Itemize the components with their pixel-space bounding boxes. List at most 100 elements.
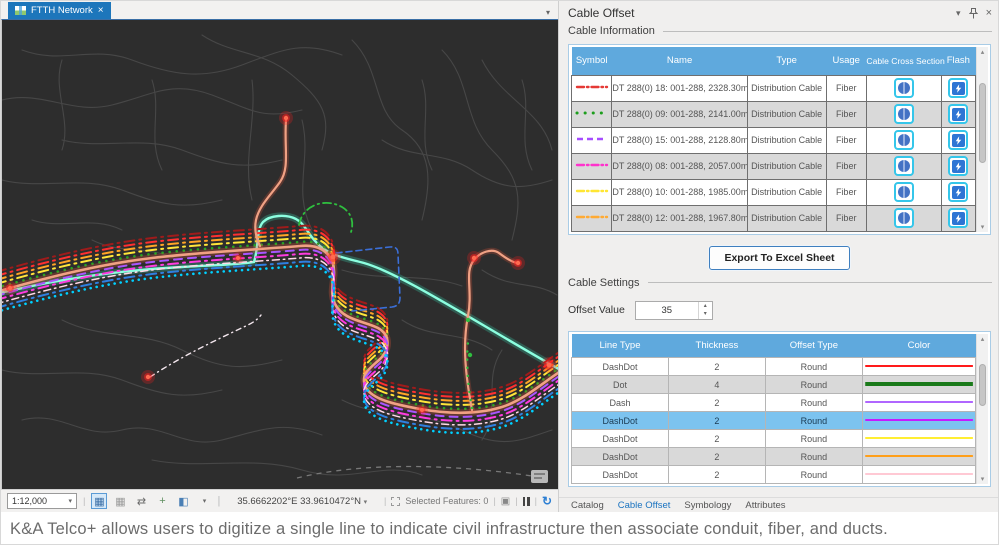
section-divider <box>662 30 992 32</box>
spinner-down-icon[interactable]: ▾ <box>703 311 707 317</box>
scroll-down-icon[interactable]: ▾ <box>980 223 985 231</box>
table-row-selected[interactable]: DashDot 2 Round <box>571 411 977 430</box>
flash-button[interactable] <box>948 130 969 150</box>
cable-usage: Fiber <box>825 152 867 180</box>
cable-table-scrollbar[interactable]: ▴ ▾ <box>976 47 988 232</box>
col-type: Type <box>747 47 826 75</box>
table-row[interactable]: DT 288(0) 08: 001-288, 2057.00m Distribu… <box>570 152 977 180</box>
cross-section-button[interactable] <box>893 104 914 124</box>
statusbar-divider: | <box>83 495 86 507</box>
map-pane: FTTH Network × ▾ <box>1 1 568 512</box>
snapping-toggle-icon[interactable]: ▦ <box>91 493 108 509</box>
table-row[interactable]: DashDot 2 Round <box>571 465 977 484</box>
map-canvas[interactable] <box>1 19 568 489</box>
cross-section-button[interactable] <box>893 156 914 176</box>
flash-button[interactable] <box>948 78 969 98</box>
thickness-cell: 2 <box>667 411 766 430</box>
scrollbar-thumb[interactable] <box>979 363 986 406</box>
cable-information-label: Cable Information <box>568 25 655 37</box>
map-scale-value: 1:12,000 <box>12 496 48 506</box>
flash-button[interactable] <box>948 104 969 124</box>
cable-usage: Fiber <box>825 178 867 206</box>
scroll-up-icon[interactable]: ▴ <box>980 49 985 56</box>
selection-icon[interactable] <box>391 496 401 506</box>
scroll-up-icon[interactable]: ▴ <box>980 335 985 343</box>
offset-value-spinner[interactable]: 35 ▴ ▾ <box>634 300 713 320</box>
map-overlay-panel-icon[interactable] <box>531 470 548 483</box>
flash-button[interactable] <box>948 208 969 228</box>
swap-arrows-icon[interactable]: ⇄ <box>136 495 147 508</box>
cable-table-header-row: Symbol Name Type Usage Cable Cross Secti… <box>571 47 976 75</box>
export-to-excel-button[interactable]: Export To Excel Sheet <box>709 245 850 270</box>
statusbar-divider: | <box>217 495 221 507</box>
tab-catalog[interactable]: Catalog <box>571 499 604 511</box>
grid-icon[interactable]: ▦ <box>115 495 126 508</box>
map-view-tab[interactable]: FTTH Network × <box>8 2 111 19</box>
settings-table-scrollbar[interactable]: ▴ ▾ <box>976 333 988 484</box>
table-row[interactable]: DT 288(0) 09: 001-288, 2141.00m Distribu… <box>570 100 977 128</box>
tools-chevron-down-icon[interactable]: ▾ <box>202 498 207 505</box>
offset-type-cell: Round <box>764 375 863 394</box>
refresh-icon[interactable]: ↻ <box>541 494 552 508</box>
cable-name: DT 288(0) 09: 001-288, 2141.00m <box>611 100 748 128</box>
statusbar-tools: ▦ ▦ ⇄ + ◧ ▾ | <box>91 493 220 509</box>
street-network <box>1 34 558 476</box>
panel-close-icon[interactable]: × <box>985 7 992 19</box>
flash-button[interactable] <box>948 156 969 176</box>
cross-section-button[interactable] <box>893 182 914 202</box>
crosshair-add-icon[interactable]: + <box>159 495 166 507</box>
spinner-up-icon[interactable]: ▴ <box>703 302 707 309</box>
map-tab-close-icon[interactable]: × <box>97 5 104 16</box>
table-row[interactable]: DT 288(0) 18: 001-288, 2328.30m Distribu… <box>570 74 977 102</box>
cable-usage: Fiber <box>825 204 867 232</box>
symbol-swatch <box>570 152 613 180</box>
cable-settings-table: Line Type Thickness Offset Type Color Da… <box>571 333 977 484</box>
offset-value-input[interactable]: 35 <box>661 304 673 316</box>
table-row[interactable]: DT 288(0) 10: 001-288, 1985.00m Distribu… <box>570 178 977 206</box>
statusbar-right-group: | Selected Features: 0 | ▣ | | ↻ <box>384 494 552 508</box>
scrollbar-thumb[interactable] <box>979 83 986 163</box>
line-type-cell: DashDot <box>571 411 669 430</box>
pin-icon[interactable] <box>968 7 978 19</box>
table-row[interactable]: DT 288(0) 15: 001-288, 2128.80m Distribu… <box>570 126 977 154</box>
table-row[interactable]: DashDot 2 Round <box>571 429 977 448</box>
navigate-icon[interactable]: ◧ <box>178 495 189 508</box>
extent-icon[interactable]: ▣ <box>500 495 511 507</box>
offset-type-cell: Round <box>764 393 863 412</box>
tab-attributes[interactable]: Attributes <box>745 499 786 511</box>
cross-section-button[interactable] <box>893 130 914 150</box>
panel-chevron-down-icon[interactable]: ▾ <box>956 7 961 18</box>
table-row[interactable]: DashDot 2 Round <box>571 447 977 466</box>
cable-settings-label: Cable Settings <box>568 276 640 289</box>
thickness-cell: 2 <box>667 393 766 412</box>
offset-value-row: Offset Value 35 ▴ ▾ <box>559 293 998 324</box>
line-type-cell: DashDot <box>571 429 669 448</box>
cross-section-button[interactable] <box>893 208 914 228</box>
col-symbol: Symbol <box>571 47 612 75</box>
flash-icon <box>951 81 965 95</box>
tab-symbology[interactable]: Symbology <box>684 499 732 511</box>
tabbar-chevron-down-icon[interactable]: ▾ <box>545 8 550 17</box>
flash-icon <box>951 211 965 225</box>
map-scale-select[interactable]: 1:12,000 ▾ <box>7 493 77 509</box>
col-cross-section: Cable Cross Section <box>866 47 945 75</box>
thickness-cell: 2 <box>667 429 766 448</box>
map-coordinates-readout[interactable]: 35.6662202°E 33.9610472°N ▾ <box>237 495 368 507</box>
color-swatch <box>861 393 977 412</box>
cable-name: DT 288(0) 15: 001-288, 2128.80m <box>611 126 748 154</box>
table-row[interactable]: Dot 4 Round <box>571 375 977 394</box>
color-swatch <box>861 411 977 430</box>
color-swatch <box>861 429 977 448</box>
table-row[interactable]: Dash 2 Round <box>571 393 977 412</box>
flash-button[interactable] <box>948 182 969 202</box>
table-row[interactable]: DashDot 2 Round <box>571 357 977 376</box>
tab-cable-offset[interactable]: Cable Offset <box>617 499 671 511</box>
pause-drawing-icon[interactable] <box>522 496 530 506</box>
cross-section-button[interactable] <box>893 78 914 98</box>
scroll-down-icon[interactable]: ▾ <box>980 476 985 483</box>
cross-section-icon <box>897 186 910 198</box>
cable-name: DT 288(0) 10: 001-288, 1985.00m <box>611 178 748 206</box>
table-row[interactable]: DT 288(0) 12: 001-288, 1967.80m Distribu… <box>570 204 977 232</box>
cross-section-icon <box>897 212 910 224</box>
